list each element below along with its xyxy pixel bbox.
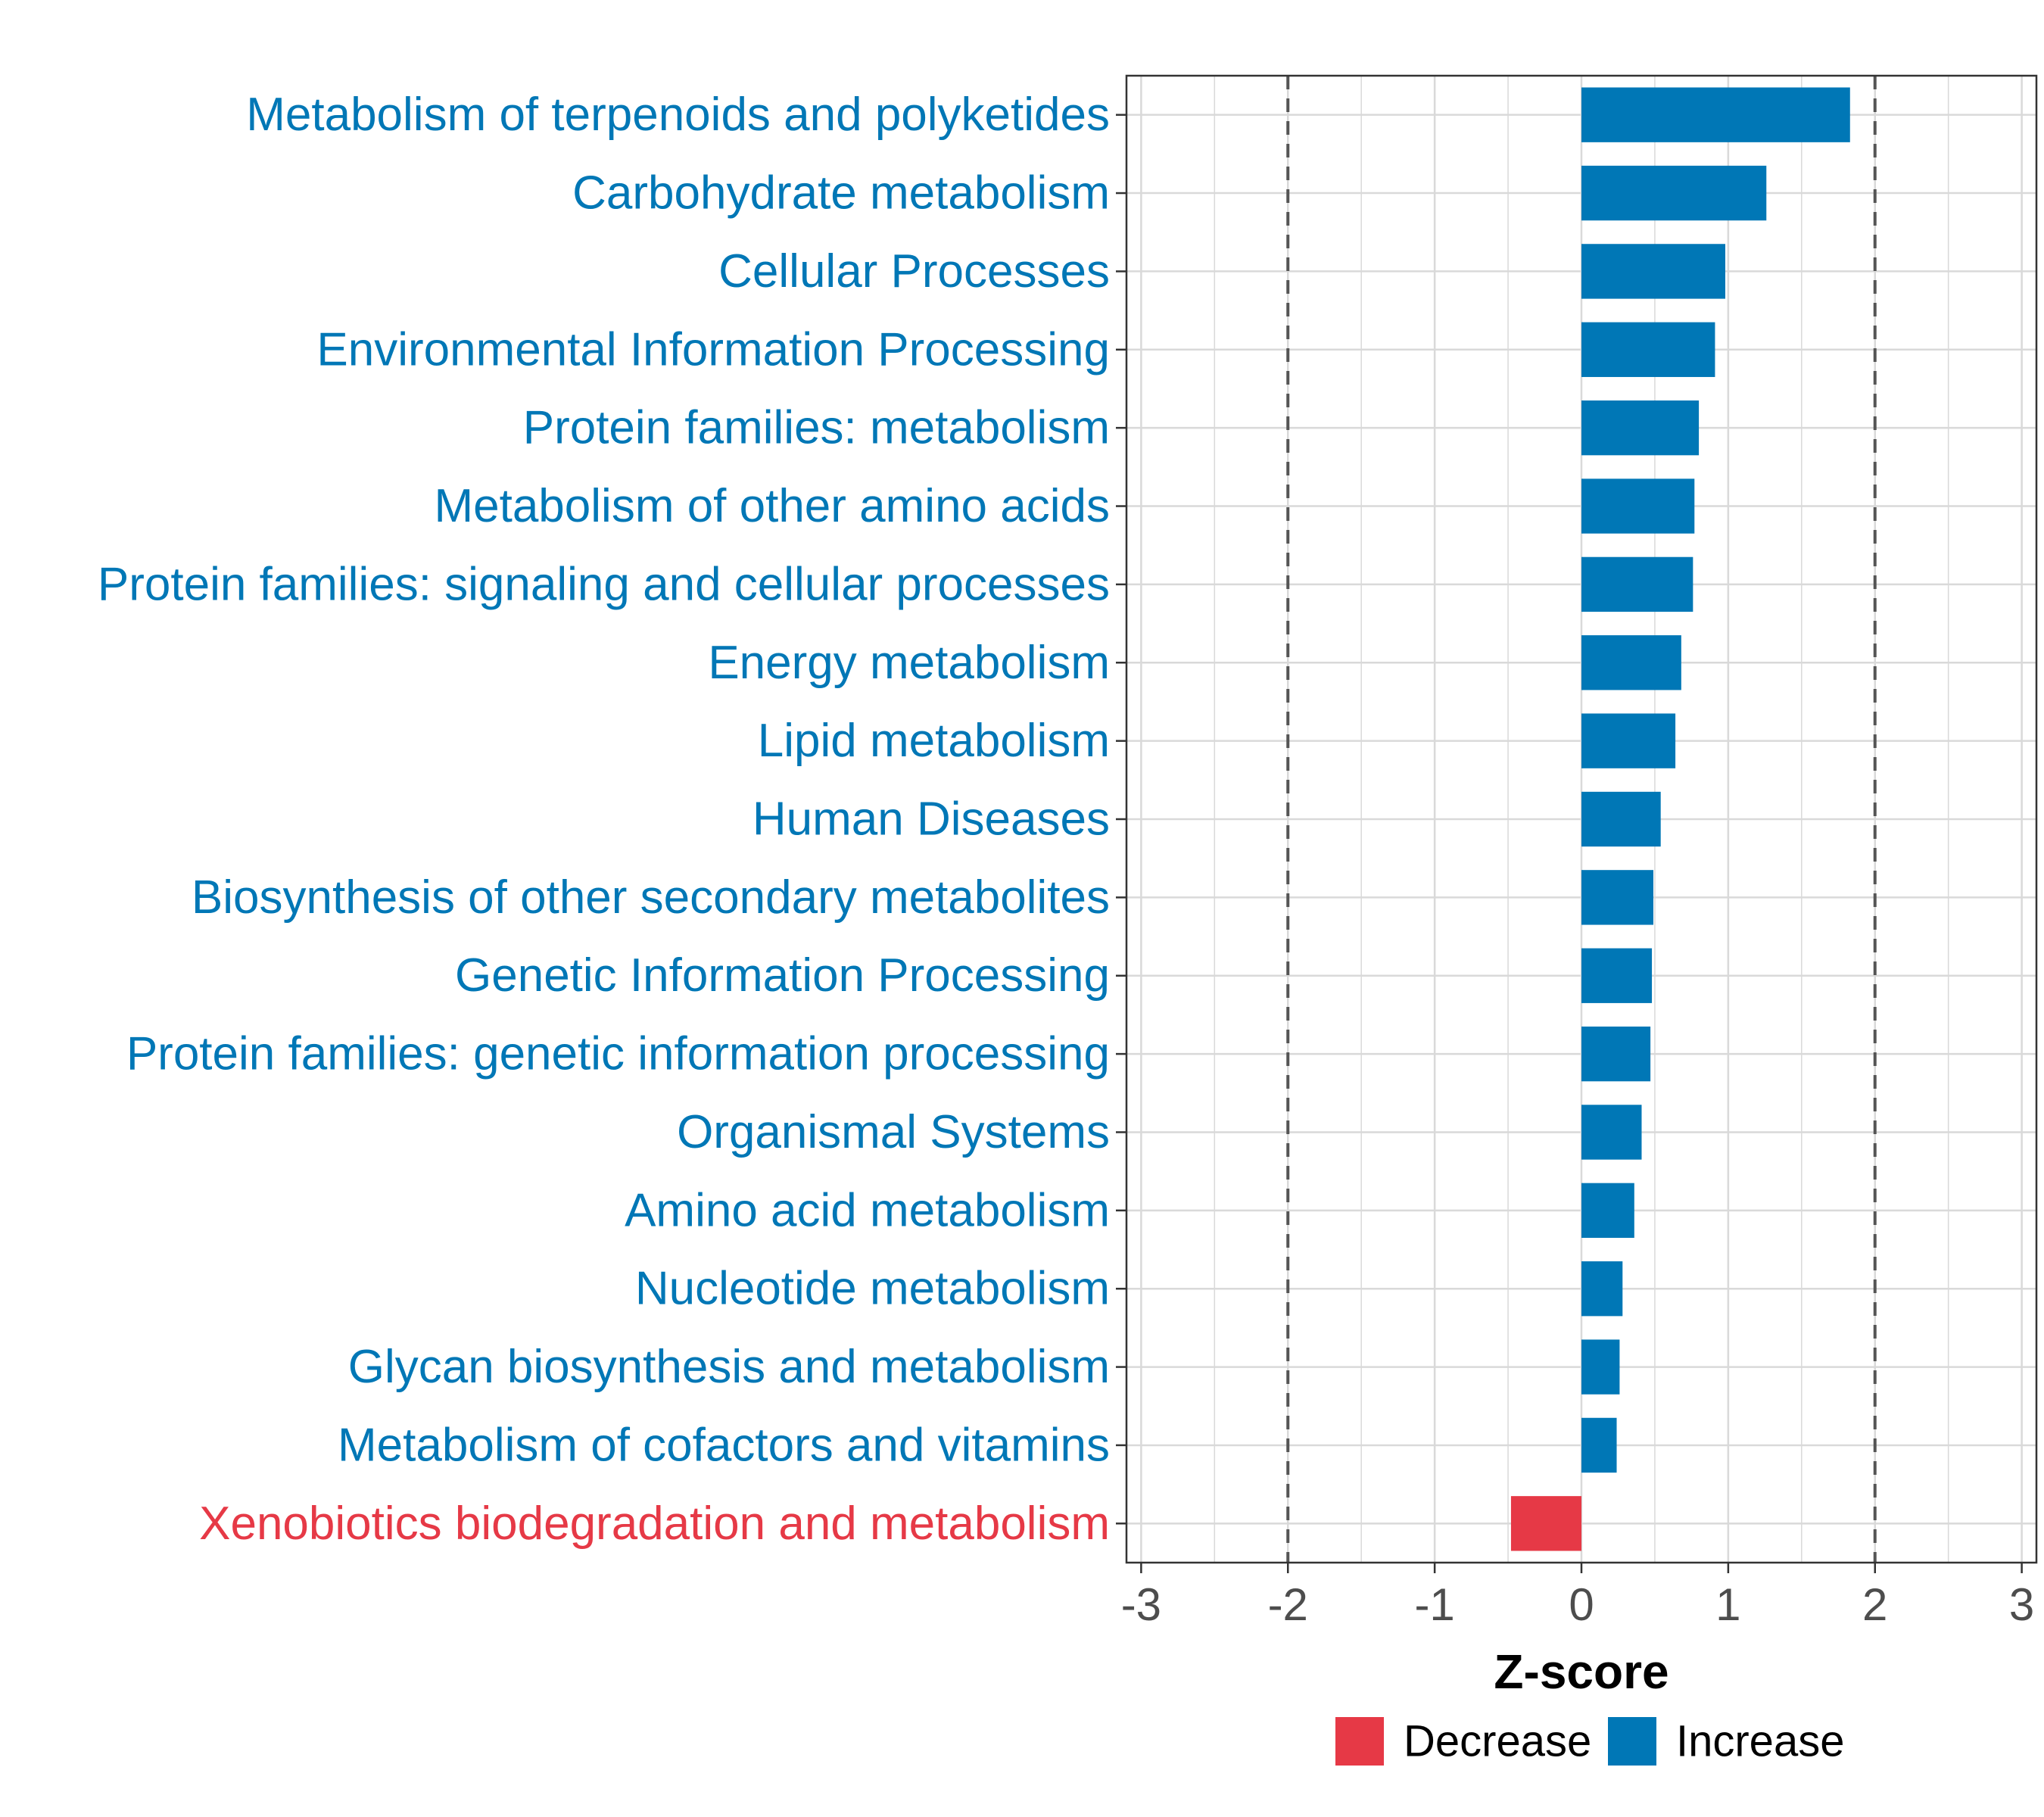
x-axis-title: Z-score	[1494, 1644, 1669, 1699]
y-tick-label: Genetic Information Processing	[455, 949, 1110, 1002]
bar	[1581, 322, 1715, 377]
bar	[1581, 1183, 1634, 1239]
x-tick-label: -1	[1414, 1579, 1454, 1630]
bar	[1581, 1105, 1642, 1160]
y-tick-label: Protein families: metabolism	[523, 402, 1110, 454]
x-tick-label: -2	[1268, 1579, 1308, 1630]
x-tick-label: 3	[2009, 1579, 2034, 1630]
y-tick-label: Environmental Information Processing	[316, 323, 1110, 376]
x-tick-label: 1	[1715, 1579, 1740, 1630]
y-tick-label: Nucleotide metabolism	[635, 1263, 1110, 1315]
bar	[1581, 870, 1653, 925]
y-tick-label: Organismal Systems	[677, 1106, 1110, 1158]
bar	[1581, 556, 1693, 612]
bar	[1581, 1417, 1617, 1473]
legend-swatch	[1608, 1717, 1656, 1766]
y-tick-label: Metabolism of terpenoids and polyketides	[246, 89, 1110, 141]
bar	[1581, 400, 1700, 456]
bar	[1581, 713, 1676, 768]
legend-swatch	[1335, 1717, 1384, 1766]
x-axis: -3 -2 -1 0 1 2 3	[1121, 1563, 2034, 1630]
y-tick-label: Human Diseases	[752, 793, 1110, 846]
bar	[1581, 87, 1850, 142]
y-tick-label: Protein families: signaling and cellular…	[98, 558, 1110, 610]
x-tick-label: 0	[1569, 1579, 1594, 1630]
y-tick-label: Metabolism of cofactors and vitamins	[338, 1419, 1110, 1471]
bar	[1581, 244, 1725, 299]
y-tick-label: Biosynthesis of other secondary metaboli…	[192, 871, 1110, 924]
legend-label: Decrease	[1404, 1717, 1591, 1766]
y-tick-label: Metabolism of other amino acids	[434, 480, 1110, 532]
y-tick-label: Glycan biosynthesis and metabolism	[348, 1341, 1110, 1393]
y-tick-label: Energy metabolism	[708, 637, 1110, 689]
bar	[1581, 948, 1653, 1003]
bars	[1510, 87, 1850, 1551]
reference-lines	[1286, 76, 1877, 1563]
bar	[1581, 791, 1661, 847]
legend: Decrease Increase	[1335, 1717, 1844, 1766]
y-tick-label: Xenobiotics biodegradation and metabolis…	[199, 1498, 1110, 1550]
bar	[1581, 1339, 1620, 1395]
bar	[1581, 165, 1767, 221]
bar	[1581, 1261, 1623, 1317]
bar	[1581, 635, 1681, 690]
y-axis: Metabolism of terpenoids and polyketides…	[98, 89, 1126, 1550]
bar	[1510, 1496, 1581, 1551]
y-tick-label: Lipid metabolism	[758, 715, 1110, 767]
legend-label: Increase	[1676, 1717, 1844, 1766]
x-tick-label: -3	[1121, 1579, 1161, 1630]
y-tick-label: Amino acid metabolism	[625, 1184, 1110, 1236]
bar	[1581, 478, 1695, 534]
y-tick-label: Cellular Processes	[718, 245, 1110, 298]
bar	[1581, 1026, 1651, 1082]
x-tick-label: 2	[1862, 1579, 1887, 1630]
y-tick-label: Protein families: genetic information pr…	[126, 1028, 1110, 1080]
y-tick-label: Carbohydrate metabolism	[572, 167, 1110, 220]
